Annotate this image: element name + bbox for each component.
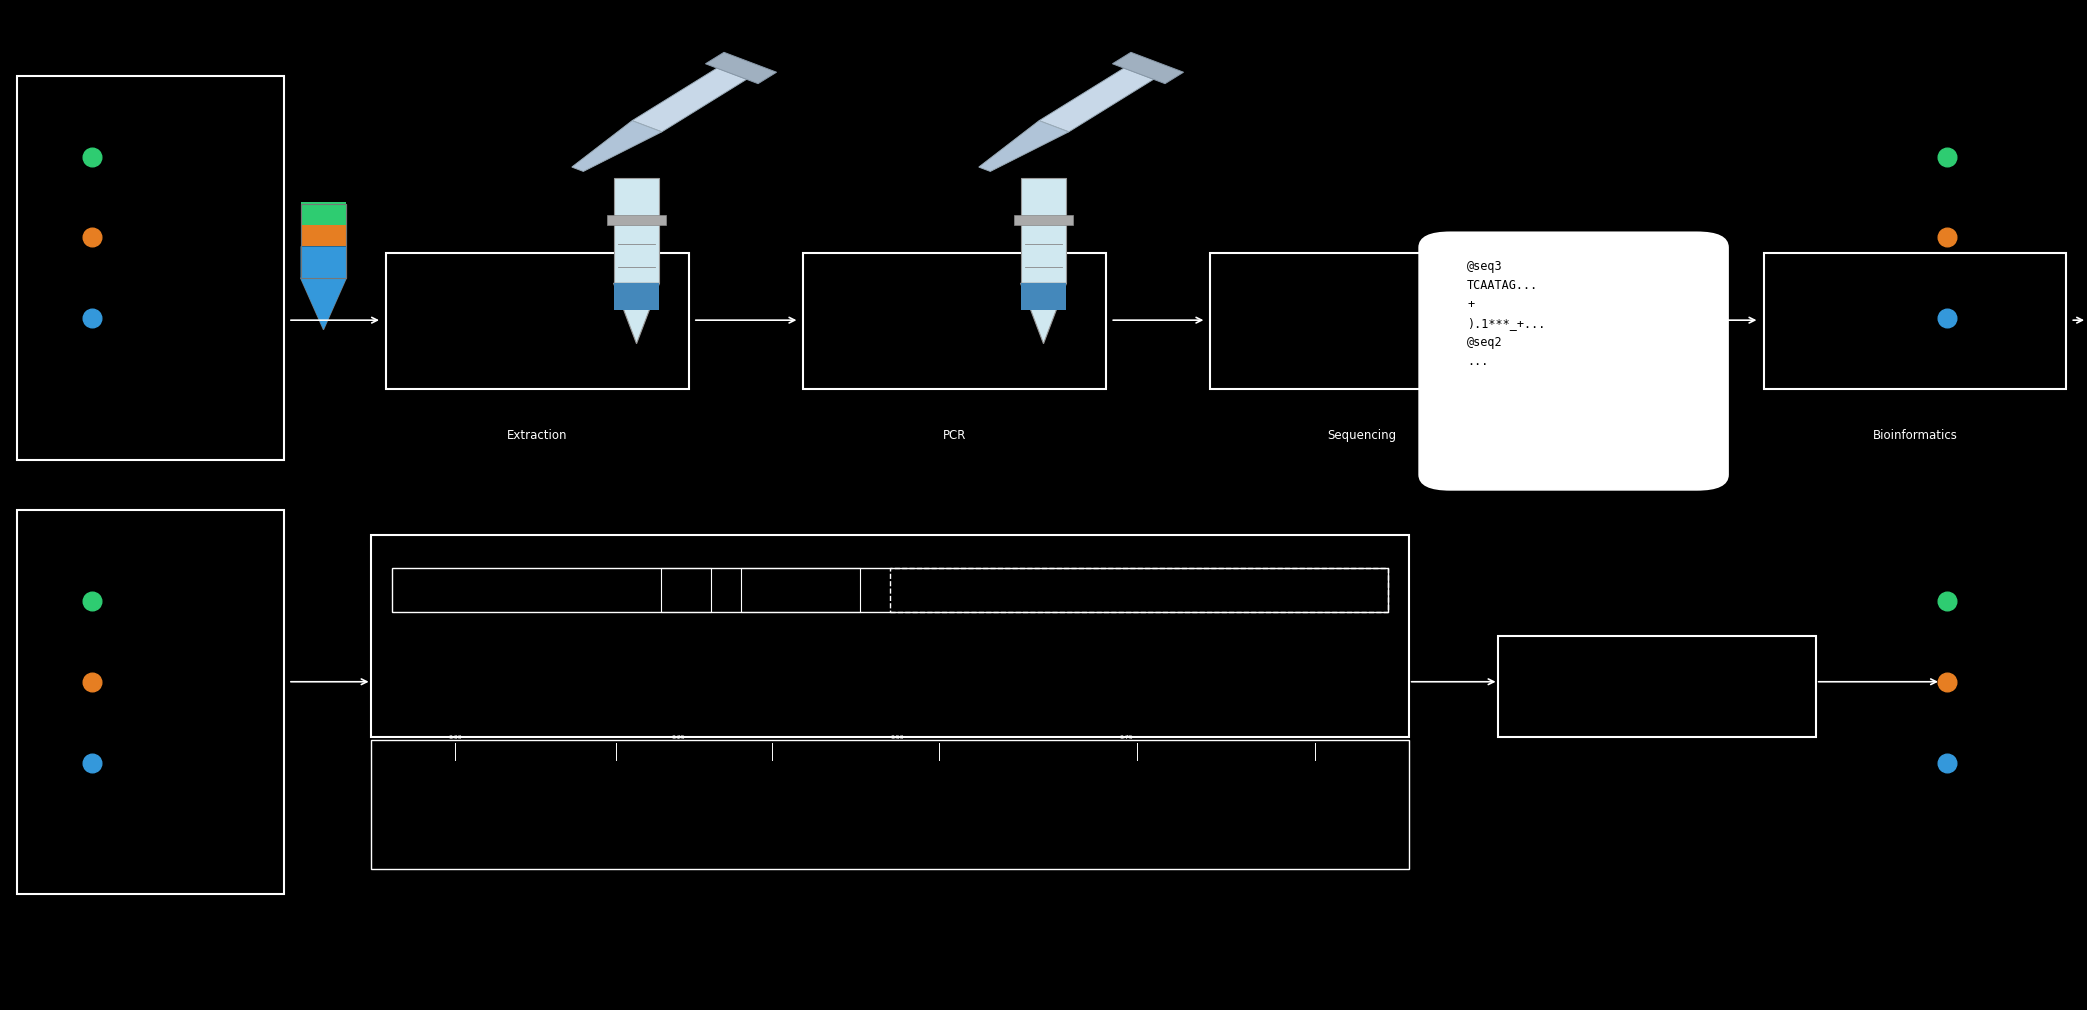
Point bbox=[1930, 229, 1964, 245]
Text: 0.00: 0.00 bbox=[449, 735, 461, 740]
Point bbox=[75, 674, 109, 690]
Bar bbox=[741, 568, 860, 612]
Polygon shape bbox=[632, 68, 747, 132]
Bar bbox=[17, 510, 284, 894]
Bar bbox=[301, 204, 346, 278]
Polygon shape bbox=[572, 120, 662, 172]
Bar bbox=[301, 202, 346, 225]
Bar bbox=[614, 178, 659, 283]
Bar bbox=[1764, 252, 2066, 389]
Polygon shape bbox=[979, 120, 1069, 172]
Bar bbox=[662, 568, 712, 612]
Point bbox=[1930, 148, 1964, 165]
Point bbox=[75, 229, 109, 245]
Bar bbox=[803, 252, 1106, 389]
Polygon shape bbox=[1039, 68, 1154, 132]
Polygon shape bbox=[614, 283, 659, 343]
Bar bbox=[607, 215, 666, 225]
Polygon shape bbox=[614, 283, 659, 310]
Bar bbox=[891, 568, 1388, 612]
Point bbox=[75, 754, 109, 771]
Polygon shape bbox=[1021, 283, 1066, 310]
Point bbox=[1930, 593, 1964, 609]
Polygon shape bbox=[1112, 53, 1183, 84]
Text: PCR: PCR bbox=[943, 429, 966, 442]
Point bbox=[75, 148, 109, 165]
Bar bbox=[392, 568, 1388, 612]
Point bbox=[1930, 754, 1964, 771]
Polygon shape bbox=[1021, 283, 1066, 343]
Bar bbox=[1498, 636, 1816, 737]
Text: Sequencing: Sequencing bbox=[1327, 429, 1396, 442]
Text: Bioinformatics: Bioinformatics bbox=[1872, 429, 1958, 442]
Point bbox=[75, 310, 109, 326]
Polygon shape bbox=[301, 278, 346, 330]
Polygon shape bbox=[301, 246, 346, 330]
Point bbox=[75, 593, 109, 609]
Bar bbox=[17, 76, 284, 460]
Point bbox=[1930, 310, 1964, 326]
Point bbox=[1930, 674, 1964, 690]
Text: Extraction: Extraction bbox=[507, 429, 568, 442]
Bar bbox=[301, 204, 346, 278]
Bar bbox=[386, 252, 689, 389]
Bar bbox=[1021, 178, 1066, 283]
Bar bbox=[301, 225, 346, 246]
Bar bbox=[1014, 215, 1073, 225]
Bar bbox=[371, 740, 1409, 869]
Text: @seq3
TCAATAG...
+
).1***_+...
@seq2
...: @seq3 TCAATAG... + ).1***_+... @seq2 ... bbox=[1467, 260, 1546, 368]
Text: 0.75: 0.75 bbox=[1121, 735, 1133, 740]
Text: 0.25: 0.25 bbox=[672, 735, 685, 740]
Bar bbox=[1210, 252, 1513, 389]
FancyBboxPatch shape bbox=[1419, 232, 1728, 490]
Bar bbox=[371, 535, 1409, 737]
Polygon shape bbox=[705, 53, 776, 84]
Text: 0.50: 0.50 bbox=[891, 735, 904, 740]
